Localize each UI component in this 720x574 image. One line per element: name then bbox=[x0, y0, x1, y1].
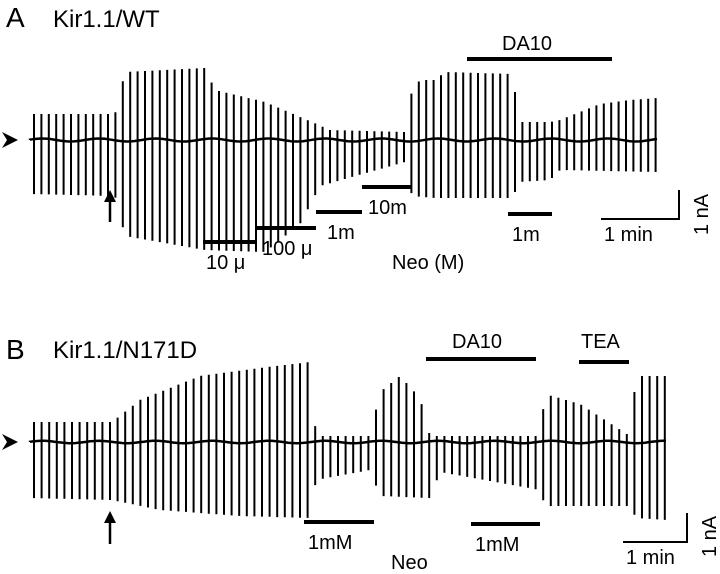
current-trace-a bbox=[28, 68, 658, 252]
panel-b: B Kir1.1/N171D DA10 TEA 1mM 1mM Neo 1 mi… bbox=[0, 287, 720, 574]
scale-time-label-b: 1 min bbox=[626, 547, 675, 569]
holding-current-line bbox=[28, 439, 666, 445]
bar-label-tea-b: TEA bbox=[581, 331, 620, 353]
scale-bar-a bbox=[601, 190, 680, 220]
application-arrow-head-b bbox=[104, 511, 116, 523]
panel-letter-a: A bbox=[6, 2, 25, 33]
trace-a-svg bbox=[2, 57, 680, 252]
panel-title-a: Kir1.1/WT bbox=[53, 6, 160, 33]
current-trace-b bbox=[28, 362, 666, 520]
trace-b-svg bbox=[2, 357, 688, 544]
bar-label-10u-a: 10 μ bbox=[206, 252, 246, 274]
bar-label-1mm-second-b: 1mM bbox=[475, 534, 520, 556]
bar-label-1mm-b: 1mM bbox=[308, 532, 353, 554]
bar-label-da10-b: DA10 bbox=[452, 331, 503, 353]
current-sweeps bbox=[33, 362, 666, 520]
bar-label-da10-a: DA10 bbox=[502, 33, 553, 55]
application-arrow-head-a bbox=[104, 190, 116, 202]
panel-title-b: Kir1.1/N171D bbox=[53, 337, 198, 364]
bar-label-1m-a: 1m bbox=[327, 222, 355, 244]
current-sweeps bbox=[33, 68, 657, 252]
bar-label-100u-a: 100 μ bbox=[262, 238, 313, 260]
panel-a: A Kir1.1/WT DA10 10m 1m 100 μ 10 μ 1m Ne… bbox=[2, 2, 713, 274]
holding-current-line bbox=[28, 137, 658, 143]
baseline-arrowhead-b bbox=[2, 434, 18, 450]
bar-label-1m-second-a: 1m bbox=[512, 224, 540, 246]
bar-label-10m-a: 10m bbox=[368, 197, 407, 219]
scale-current-label-a: 1 nA bbox=[691, 193, 713, 235]
scale-bar-b bbox=[623, 513, 688, 543]
panel-letter-b: B bbox=[6, 334, 25, 365]
baseline-arrowhead-a bbox=[2, 132, 18, 148]
scale-current-label-b: 1 nA bbox=[699, 515, 720, 557]
neo-label-b: Neo bbox=[391, 552, 428, 574]
neo-label-a: Neo (M) bbox=[392, 252, 465, 274]
scale-time-label-a: 1 min bbox=[604, 224, 653, 246]
